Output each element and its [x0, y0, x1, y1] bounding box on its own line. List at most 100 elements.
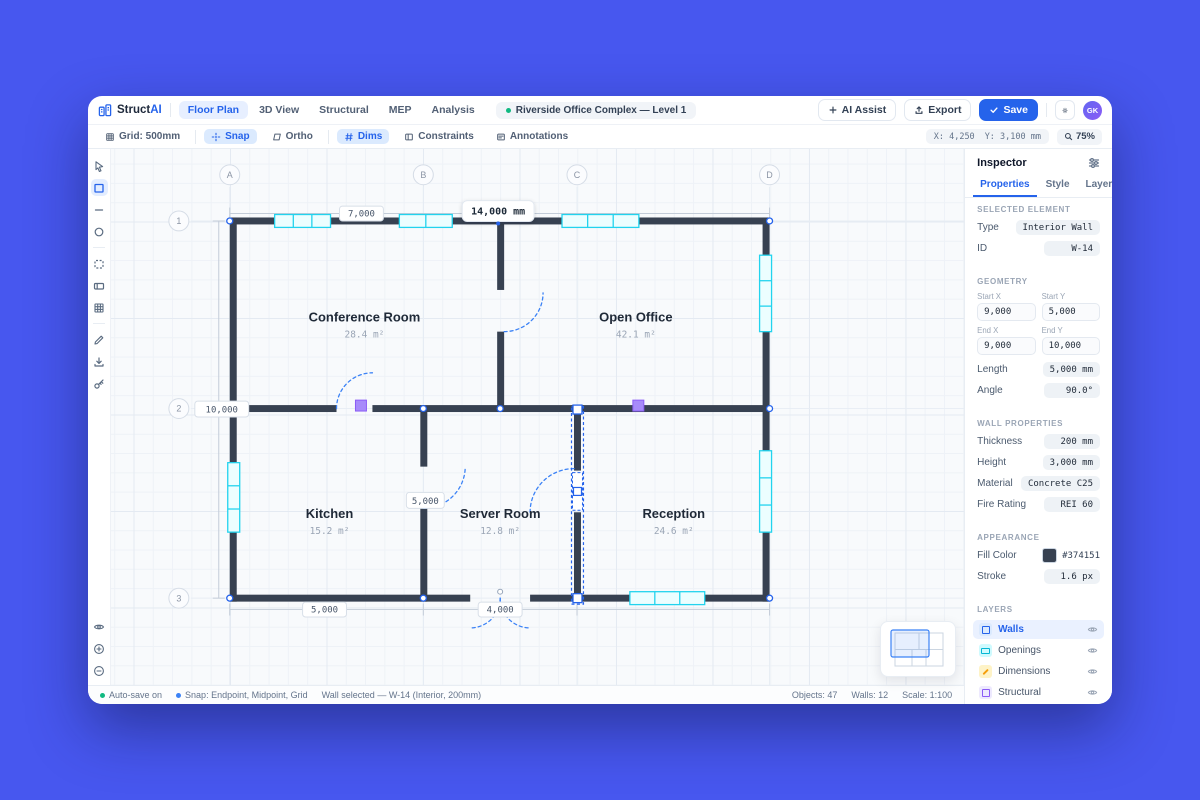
- grid-row-1: 1: [176, 216, 181, 226]
- key-icon: [94, 378, 104, 389]
- rectangle-icon: [94, 183, 104, 193]
- scale-indicator: Scale: 1:100: [902, 690, 953, 700]
- zoom-control[interactable]: 75%: [1056, 128, 1102, 145]
- fire-rating-label: Fire Rating: [977, 499, 1027, 510]
- layer-row-dimensions[interactable]: Dimensions: [973, 662, 1104, 681]
- material-label: Material: [977, 478, 1013, 489]
- drawing-canvas[interactable]: A B C D 1 2 3: [111, 149, 965, 685]
- dimension-labels[interactable]: 7,000 14,000 mm 10,000 5,000 5,000 4,000: [194, 200, 535, 618]
- ortho-toggle[interactable]: Ortho: [265, 129, 320, 144]
- windows[interactable]: [227, 213, 773, 606]
- walls-count: Walls: 12: [851, 690, 889, 700]
- sliders-icon[interactable]: [1088, 157, 1100, 169]
- door-arc: [335, 372, 374, 410]
- autosave-status: Auto-save on: [100, 690, 162, 700]
- section-title: WALL PROPERTIES: [977, 419, 1064, 428]
- circle-tool[interactable]: [91, 223, 108, 240]
- room-area: 15.2 m²: [310, 526, 350, 537]
- end-y-input[interactable]: 10,000: [1041, 337, 1100, 355]
- dims-toggle[interactable]: Dims: [336, 129, 390, 144]
- start-x-input[interactable]: 9,000: [977, 303, 1036, 321]
- dim-label-bottom-left: 5,000: [302, 601, 347, 618]
- end-x-input[interactable]: 9,000: [977, 337, 1036, 355]
- layer-row-structural[interactable]: Structural: [973, 683, 1104, 702]
- tab-layers[interactable]: Layers: [1085, 179, 1112, 190]
- marquee-tool[interactable]: [91, 255, 108, 272]
- settings-button[interactable]: [1055, 100, 1075, 120]
- tab-style[interactable]: Style: [1045, 179, 1070, 190]
- avatar[interactable]: GK: [1083, 100, 1102, 120]
- height-value[interactable]: 3,000 mm: [1042, 455, 1100, 470]
- select-tool[interactable]: [91, 157, 108, 174]
- grid-setting[interactable]: Grid: 500mm: [98, 129, 187, 144]
- constraints-icon: [405, 133, 414, 140]
- minimap-viewport: [890, 629, 930, 658]
- fill-color-swatch[interactable]: [1042, 548, 1058, 563]
- wall-tool[interactable]: [90, 179, 108, 196]
- tab-analysis[interactable]: Analysis: [431, 104, 475, 116]
- layer-row-openings[interactable]: Openings: [973, 641, 1104, 660]
- line-tool[interactable]: [91, 201, 108, 218]
- fill-color-value: #374151: [1062, 550, 1100, 561]
- material-value[interactable]: Concrete C25: [1020, 476, 1100, 491]
- angle-value[interactable]: 90.0°: [1044, 383, 1100, 398]
- start-y-label: Start Y: [1041, 292, 1066, 301]
- snap-status: Snap: Endpoint, Midpoint, Grid: [176, 690, 308, 700]
- thickness-label: Thickness: [977, 436, 1023, 447]
- room-name: Kitchen: [306, 506, 354, 521]
- coord-y: Y: 3,100 mm: [984, 131, 1041, 142]
- dims-icon: [344, 132, 353, 141]
- zoom-in-button[interactable]: [91, 640, 108, 657]
- annotations-toggle[interactable]: Annotations: [489, 129, 575, 144]
- inspector-panel: Inspector Properties Style Layers SELECT…: [964, 149, 1112, 704]
- type-value[interactable]: Interior Wall: [1015, 220, 1100, 235]
- magnifier-icon: [1064, 132, 1073, 141]
- line-icon: [94, 208, 104, 211]
- minimap[interactable]: [880, 621, 957, 677]
- selected-wall-w14[interactable]: [570, 404, 585, 605]
- section-appearance: APPEARANCE Fill Color #374151 Stroke 1.6…: [965, 526, 1112, 592]
- walls-layer-icon: [979, 623, 993, 636]
- id-value[interactable]: W-14: [1044, 241, 1100, 256]
- tab-floor-plan[interactable]: Floor Plan: [178, 101, 249, 119]
- door-tool[interactable]: [91, 277, 108, 294]
- export-button[interactable]: Export: [904, 99, 972, 121]
- import-tool[interactable]: [91, 353, 108, 370]
- cursor-coordinates: X: 4,250 Y: 3,100 mm: [925, 129, 1049, 144]
- grid-table-tool[interactable]: [91, 299, 108, 316]
- document-badge[interactable]: Riverside Office Complex — Level 1: [495, 101, 697, 119]
- circle-icon: [94, 227, 104, 236]
- layer-row-walls[interactable]: Walls: [973, 620, 1104, 639]
- tab-structural[interactable]: Structural: [319, 104, 369, 116]
- room-area: 42.1 m²: [616, 330, 656, 341]
- pencil-tool[interactable]: [91, 331, 108, 348]
- fire-rating-value[interactable]: REI 60: [1044, 497, 1100, 512]
- window: [758, 254, 773, 333]
- visibility-eye-icon[interactable]: [1087, 624, 1098, 635]
- constraints-toggle[interactable]: Constraints: [397, 129, 481, 144]
- visibility-tool[interactable]: [91, 618, 108, 635]
- start-y-input[interactable]: 5,000: [1041, 303, 1100, 321]
- structural-columns[interactable]: [354, 399, 645, 412]
- tab-mep[interactable]: MEP: [388, 104, 412, 116]
- length-label: Length: [977, 364, 1008, 375]
- door-swings[interactable]: [335, 292, 575, 629]
- dim-label-7000: 7,000: [339, 205, 384, 222]
- room-area: 28.4 m²: [345, 330, 385, 341]
- stroke-value[interactable]: 1.6 px: [1044, 569, 1100, 584]
- length-value[interactable]: 5,000 mm: [1042, 362, 1100, 377]
- key-tool[interactable]: [91, 375, 108, 392]
- visibility-eye-icon[interactable]: [1087, 645, 1098, 656]
- snap-toggle[interactable]: Snap: [204, 129, 257, 144]
- column: [632, 399, 645, 412]
- thickness-value[interactable]: 200 mm: [1044, 434, 1100, 449]
- ai-assist-button[interactable]: AI Assist: [817, 99, 897, 121]
- save-button[interactable]: Save: [979, 99, 1038, 121]
- zoom-out-button[interactable]: [91, 662, 108, 679]
- structural-layer-icon: [979, 686, 993, 699]
- visibility-eye-icon[interactable]: [1087, 687, 1098, 698]
- visibility-eye-icon[interactable]: [1087, 666, 1098, 677]
- tab-properties[interactable]: Properties: [973, 175, 1037, 197]
- tab-3d-view[interactable]: 3D View: [259, 104, 300, 116]
- main-nav: Floor Plan 3D View Structural MEP Analys…: [178, 101, 484, 119]
